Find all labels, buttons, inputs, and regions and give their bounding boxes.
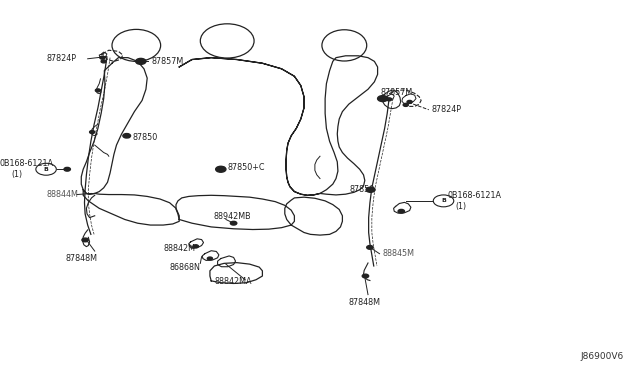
Text: 86868N: 86868N xyxy=(170,263,200,272)
Text: B: B xyxy=(441,198,446,203)
Text: 88842M: 88842M xyxy=(163,244,195,253)
Text: (1): (1) xyxy=(456,202,467,211)
Circle shape xyxy=(367,246,373,249)
Text: (1): (1) xyxy=(12,170,22,179)
Text: 88842MA: 88842MA xyxy=(214,277,252,286)
Circle shape xyxy=(100,56,105,59)
Text: 87850: 87850 xyxy=(132,133,157,142)
Text: J86900V6: J86900V6 xyxy=(580,352,624,361)
Circle shape xyxy=(230,221,237,225)
Text: 87824P: 87824P xyxy=(432,105,462,114)
Text: 88844M: 88844M xyxy=(46,190,78,199)
Text: 0B168-6121A: 0B168-6121A xyxy=(448,191,502,200)
Text: 87850: 87850 xyxy=(349,185,374,194)
Circle shape xyxy=(95,89,100,92)
Circle shape xyxy=(398,209,404,213)
Text: 87857M: 87857M xyxy=(381,88,413,97)
Text: 0B168-6121A: 0B168-6121A xyxy=(0,159,54,168)
Text: 87857M: 87857M xyxy=(152,57,184,66)
Circle shape xyxy=(82,238,88,242)
Text: 88942MB: 88942MB xyxy=(213,212,251,221)
Text: 88845M: 88845M xyxy=(383,249,415,258)
Circle shape xyxy=(403,103,408,106)
Circle shape xyxy=(64,167,70,171)
Circle shape xyxy=(378,96,388,102)
Circle shape xyxy=(193,245,198,248)
Circle shape xyxy=(207,257,212,260)
Circle shape xyxy=(90,131,95,134)
Circle shape xyxy=(216,166,226,172)
Circle shape xyxy=(387,98,392,101)
Text: 87848M: 87848M xyxy=(66,254,98,263)
Circle shape xyxy=(136,58,146,64)
Circle shape xyxy=(366,187,375,192)
Circle shape xyxy=(362,274,369,278)
Text: 87824P: 87824P xyxy=(46,54,76,63)
Circle shape xyxy=(101,60,106,63)
Text: 87850+C: 87850+C xyxy=(227,163,265,171)
Circle shape xyxy=(407,100,412,103)
Text: 87848M: 87848M xyxy=(349,298,381,307)
Text: B: B xyxy=(44,167,49,172)
Circle shape xyxy=(123,134,131,138)
